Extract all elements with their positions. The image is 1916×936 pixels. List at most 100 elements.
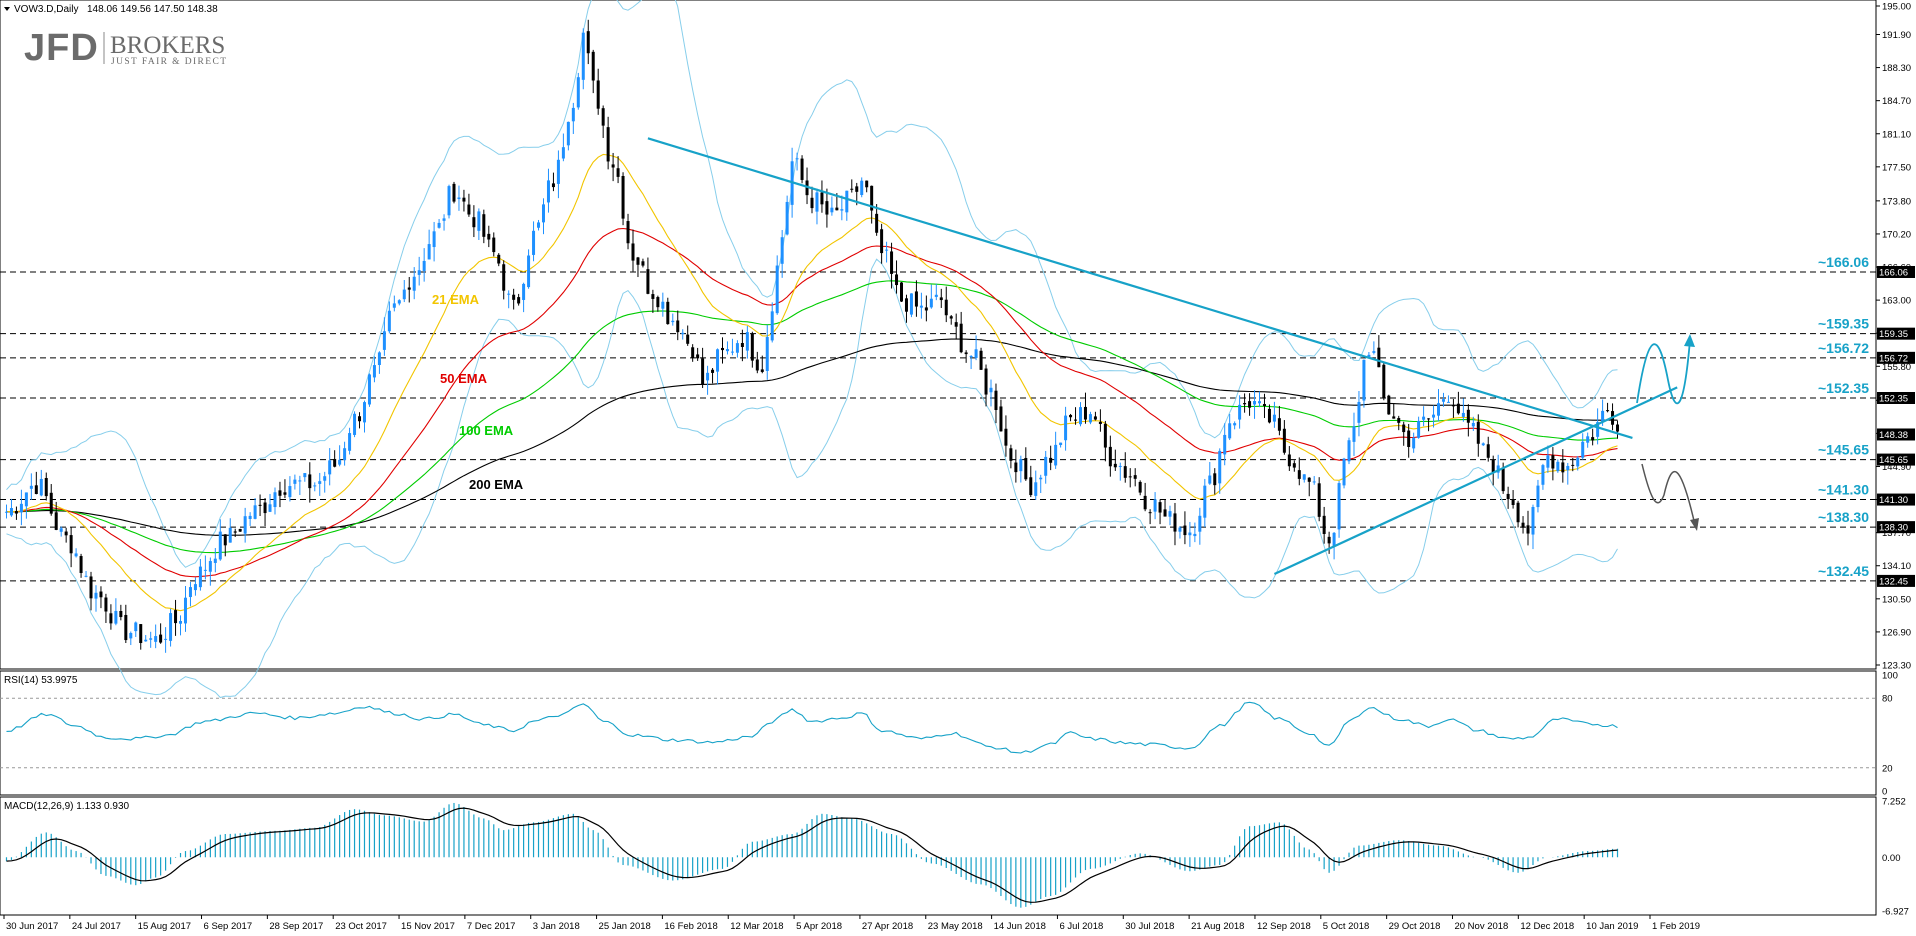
candle-body <box>1501 467 1505 492</box>
candle-body <box>870 185 874 211</box>
candle-body <box>770 311 774 341</box>
candle-body <box>964 352 968 355</box>
candle-body <box>392 303 396 308</box>
candle-body <box>144 639 148 642</box>
candle-body <box>1422 416 1426 420</box>
candle-body <box>1407 430 1411 447</box>
candle-body <box>1337 483 1341 530</box>
candle-body <box>706 372 710 381</box>
candle-body <box>1093 416 1097 420</box>
collapse-triangle-icon[interactable] <box>4 7 10 11</box>
candle-body <box>646 269 650 294</box>
candle-body <box>591 51 595 81</box>
candle-body <box>1382 364 1386 398</box>
candle-body <box>69 535 73 554</box>
candle-body <box>1541 465 1545 485</box>
x-tick-label: 6 Jul 2018 <box>1059 921 1103 932</box>
macd-label: MACD(12,26,9) 1.133 0.930 <box>4 801 130 812</box>
candle-body <box>1138 481 1142 493</box>
candle-body <box>1471 422 1475 427</box>
macd-indicator: 7.252 0.00 -6.927 <box>5 797 1909 918</box>
candle-body <box>263 502 267 514</box>
candle-body <box>213 558 217 563</box>
candle-body <box>855 186 859 192</box>
candle-body <box>397 300 401 304</box>
candle-body <box>268 504 272 512</box>
candle-body <box>507 293 511 295</box>
candle-body <box>561 147 565 159</box>
x-tick-label: 12 Mar 2018 <box>730 921 783 932</box>
candle-body <box>1238 404 1242 420</box>
x-tick-label: 15 Aug 2017 <box>138 921 191 932</box>
x-tick-label: 20 Nov 2018 <box>1454 921 1508 932</box>
candle-body <box>1561 462 1565 473</box>
level-tag: 145.65 <box>1877 453 1915 466</box>
bullish-scenario-path <box>1636 339 1691 405</box>
candle-body <box>1511 499 1515 505</box>
candle-body <box>880 229 884 254</box>
candle-body <box>551 183 555 188</box>
candle-body <box>666 301 670 325</box>
candle-body <box>169 613 173 641</box>
ema50-label: 50 EMA <box>440 371 488 386</box>
candle-body <box>149 638 153 640</box>
candle-body <box>1451 405 1455 407</box>
candle-body <box>422 260 426 271</box>
candle-body <box>725 349 729 352</box>
candle-body <box>1516 502 1520 523</box>
y-tick-label: 191.90 <box>1882 30 1911 41</box>
candle-body <box>1387 395 1391 415</box>
trend-annotations <box>647 137 1699 576</box>
candle-body <box>661 301 665 309</box>
y-tick-label: 163.00 <box>1882 296 1911 307</box>
candle-body <box>248 515 252 519</box>
candle-body <box>119 610 123 618</box>
candle-body <box>333 458 337 467</box>
candle-body <box>502 264 506 291</box>
candle-body <box>1277 418 1281 431</box>
candle-body <box>477 211 481 231</box>
y-tick-label: 123.30 <box>1882 661 1911 672</box>
candle-body <box>497 254 501 264</box>
candle-body <box>338 459 342 465</box>
candle-body <box>54 512 58 530</box>
level-labels: ~166.06 166.06 ~159.35 159.35 ~156.72 156.72 ~… <box>1818 254 1915 587</box>
candle-body <box>1352 426 1356 442</box>
candle-body <box>1272 414 1276 422</box>
candle-body <box>954 322 958 327</box>
candle-body <box>447 186 451 216</box>
candle-body <box>1282 428 1286 453</box>
level-tag: 132.45 <box>1877 574 1915 587</box>
candle-body <box>745 332 749 351</box>
candle-body <box>641 261 645 266</box>
candle-body <box>1312 481 1316 483</box>
x-tick-label: 24 Jul 2017 <box>72 921 121 932</box>
candle-body <box>626 221 630 244</box>
candle-body <box>845 190 849 213</box>
candle-body <box>243 516 247 534</box>
candle-body <box>1019 459 1023 472</box>
candle-body <box>929 298 933 308</box>
level-label: ~152.35 <box>1818 380 1869 396</box>
candle-body <box>159 634 163 643</box>
level-tag-text: 138.30 <box>1879 523 1908 534</box>
candle-body <box>825 201 829 215</box>
candle-body <box>1248 401 1252 408</box>
candle-body <box>1456 403 1460 414</box>
candle-body <box>890 251 894 274</box>
macd-tick-label: 0.00 <box>1882 853 1901 864</box>
candle-body <box>109 613 113 624</box>
candle-body <box>198 566 202 588</box>
level-label: ~166.06 <box>1818 254 1869 270</box>
candle-body <box>969 356 973 358</box>
candle-body <box>1064 415 1068 441</box>
candle-body <box>696 354 700 359</box>
y-tick-label: 126.90 <box>1882 627 1911 638</box>
candle-body <box>720 347 724 351</box>
candle-body <box>1432 414 1436 418</box>
candle-body <box>656 297 660 308</box>
candle-body <box>1044 456 1048 476</box>
candle-body <box>621 175 625 219</box>
candle-body <box>1322 515 1326 534</box>
